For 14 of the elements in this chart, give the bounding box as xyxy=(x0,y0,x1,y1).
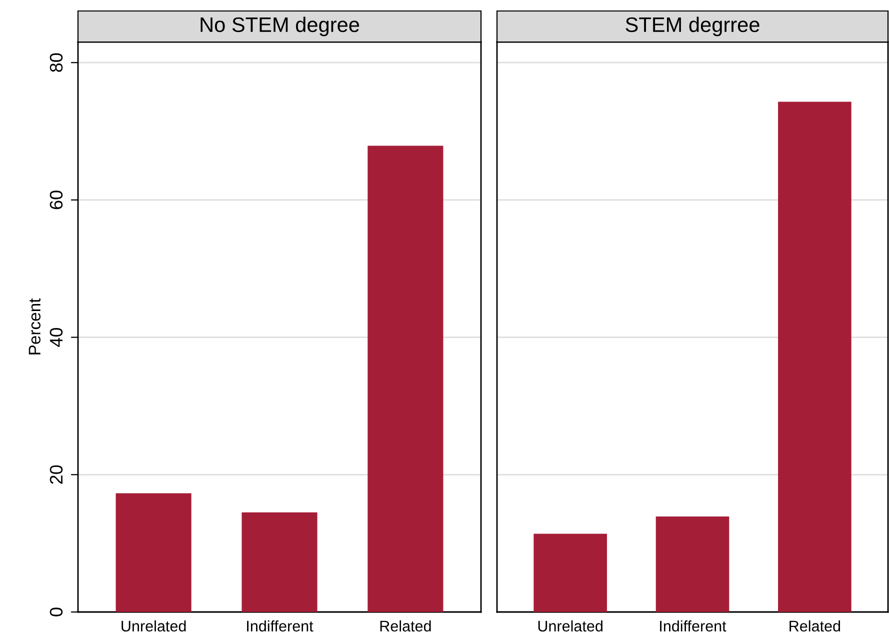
x-tick-label: Indifferent xyxy=(247,620,314,632)
x-tick-label: Unrelated xyxy=(538,620,602,632)
y-tick-label: 60 xyxy=(50,190,63,210)
y-tick-label: 20 xyxy=(50,465,63,484)
chart-title: STEM degrree xyxy=(626,16,760,36)
x-tick-label: Indifferent xyxy=(660,620,726,632)
x-tick-label: Unrelated xyxy=(122,620,186,632)
x-tick-label: Related xyxy=(380,620,431,632)
y-tick-label: 0 xyxy=(50,608,63,616)
chart-title: No STEM degree xyxy=(200,16,360,36)
y-tick-label: 40 xyxy=(50,328,63,347)
y-axis-title: Percent xyxy=(28,298,41,354)
y-tick-label: 80 xyxy=(50,53,63,72)
x-tick-label: Related xyxy=(790,620,840,632)
